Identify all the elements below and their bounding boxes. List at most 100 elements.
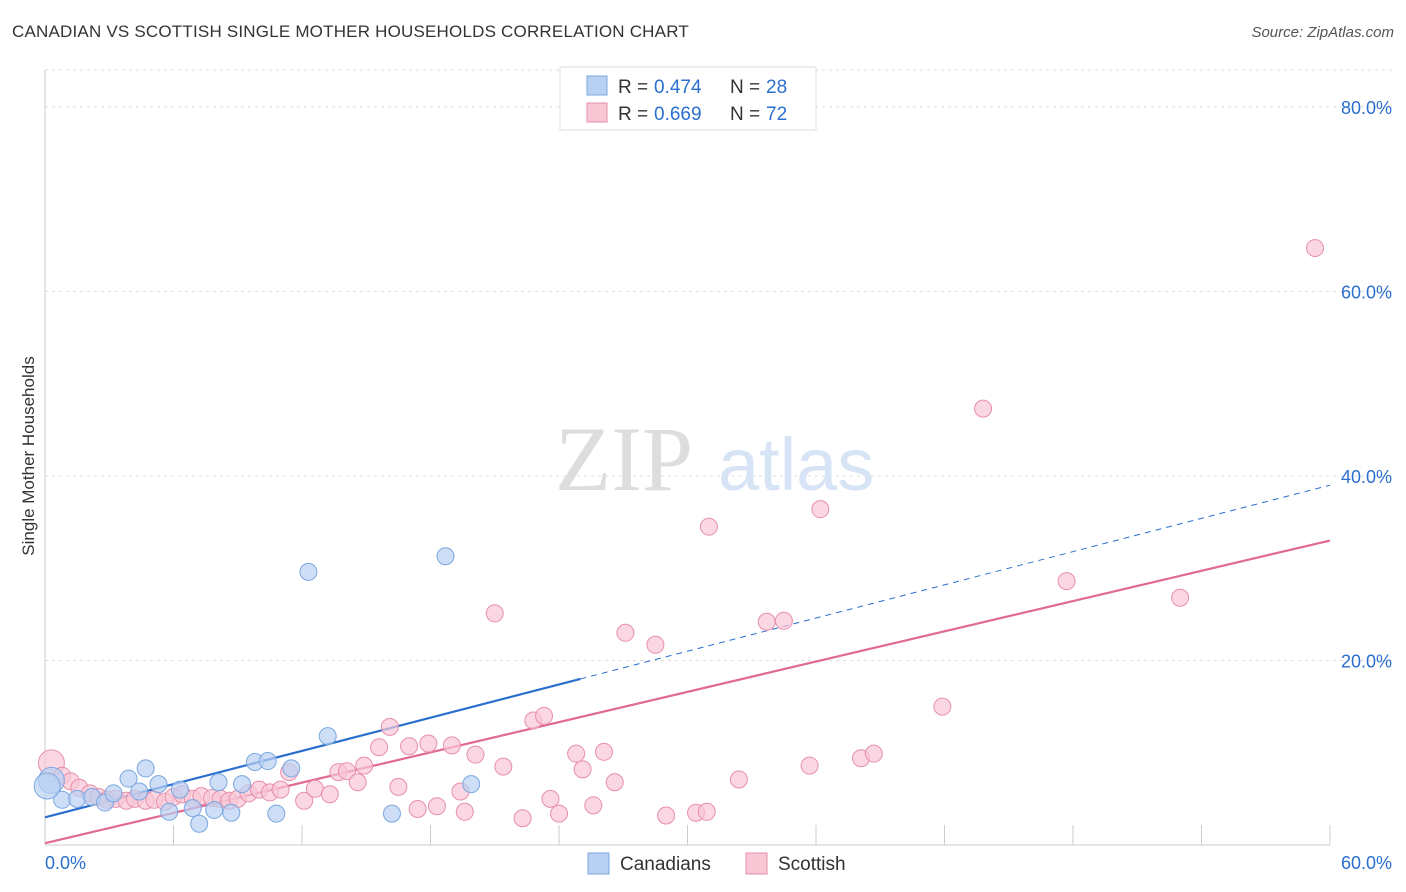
point-canadians-21: [282, 759, 301, 778]
legend-swatch-scottish: [745, 852, 768, 875]
y-tick-label-2: 60.0%: [1341, 282, 1392, 302]
point-canadians-6: [119, 769, 138, 788]
watermark-atlas: atlas: [718, 423, 874, 506]
point-canadians-7: [130, 782, 149, 801]
point-scottish-43: [466, 745, 485, 764]
point-scottish-50: [550, 804, 568, 823]
stats-r-value-canadians: 0.474: [654, 77, 702, 98]
stats-r-label-scottish: R =: [618, 104, 648, 125]
point-scottish-58: [657, 806, 676, 825]
point-scottish-73: [697, 802, 716, 821]
point-scottish-37: [408, 800, 427, 819]
point-scottish-44: [485, 604, 504, 623]
point-scottish-67: [864, 744, 883, 763]
y-tick-label-1: 40.0%: [1341, 467, 1392, 487]
point-canadians-20: [267, 804, 286, 823]
point-scottish-61: [729, 770, 748, 789]
point-canadians-26: [462, 775, 481, 794]
point-scottish-33: [370, 738, 389, 757]
point-canadians-14: [205, 800, 224, 819]
y-tick-label-0: 20.0%: [1341, 651, 1392, 671]
point-scottish-32: [355, 756, 374, 775]
stats-n-value-scottish: 72: [766, 104, 787, 125]
point-canadians-12: [183, 799, 202, 818]
point-scottish-45: [494, 757, 513, 776]
point-scottish-48: [535, 706, 554, 725]
point-scottish-54: [594, 742, 613, 761]
point-canadians-13: [190, 814, 209, 833]
stats-swatch-scottish: [586, 102, 608, 123]
stats-n-label-scottish: N =: [730, 104, 760, 125]
point-canadians-17: [233, 775, 252, 794]
stats-swatch-canadians: [586, 75, 608, 96]
point-scottish-46: [513, 809, 532, 828]
point-canadians-2: [68, 789, 87, 808]
point-scottish-49: [541, 789, 560, 808]
point-scottish-70: [1057, 572, 1076, 591]
point-scottish-71: [1171, 588, 1190, 607]
legend-label-scottish: Scottish: [778, 854, 846, 875]
stats-legend: R = 0.474 N = 28 R = 0.669 N = 72: [559, 66, 817, 131]
point-scottish-39: [427, 797, 446, 816]
point-scottish-34: [380, 717, 399, 736]
point-canadians-19: [258, 752, 277, 771]
point-scottish-30: [337, 762, 356, 781]
point-canadians-15: [209, 773, 228, 792]
point-scottish-36: [400, 737, 419, 756]
point-scottish-52: [573, 760, 592, 779]
point-scottish-53: [584, 796, 603, 815]
point-canadians-24: [382, 804, 401, 823]
point-scottish-72: [1306, 239, 1325, 258]
point-scottish-64: [800, 756, 819, 775]
point-scottish-38: [419, 734, 438, 753]
point-scottish-51: [567, 744, 586, 763]
point-scottish-60: [699, 517, 718, 536]
point-canadians-22: [299, 562, 318, 581]
axes-layer: [44, 70, 1331, 846]
point-scottish-35: [389, 777, 408, 796]
chart-title: CANADIAN VS SCOTTISH SINGLE MOTHER HOUSE…: [12, 22, 689, 41]
point-scottish-69: [974, 399, 993, 418]
point-canadians-16: [222, 803, 241, 822]
point-canadians-23: [318, 727, 337, 746]
point-scottish-55: [605, 773, 624, 792]
point-scottish-63: [774, 611, 793, 630]
legend-swatch-canadians: [587, 852, 610, 875]
ticks-layer: 20.0% 40.0% 60.0% 80.0% 0.0% 60.0%: [45, 98, 1392, 873]
point-canadians-11: [170, 780, 189, 799]
stats-n-value-canadians: 28: [766, 77, 787, 98]
point-scottish-68: [933, 697, 952, 716]
point-canadians-5: [104, 784, 123, 803]
point-canadians-27: [33, 772, 61, 800]
point-scottish-28: [320, 785, 339, 804]
points-layer: [33, 239, 1325, 833]
trendline-extension-canadians: [580, 484, 1331, 680]
source-credit: Source: ZipAtlas.com: [1251, 24, 1394, 41]
watermark: ZIP atlas: [555, 408, 874, 510]
x-tick-label-0: 0.0%: [45, 853, 86, 873]
y-axis-label: Single Mother Households: [19, 356, 38, 555]
grid-layer: [45, 69, 1392, 661]
point-scottish-27: [305, 779, 324, 798]
stats-r-value-scottish: 0.669: [654, 104, 702, 125]
stats-n-label-canadians: N =: [730, 77, 760, 98]
point-scottish-31: [348, 773, 367, 792]
x-tick-label-1: 60.0%: [1341, 853, 1392, 873]
point-canadians-10: [160, 802, 179, 821]
point-canadians-9: [149, 775, 168, 794]
legend-label-canadians: Canadians: [620, 854, 711, 875]
point-scottish-57: [646, 635, 665, 654]
point-scottish-42: [455, 802, 474, 821]
y-tick-label-3: 80.0%: [1341, 98, 1392, 118]
point-scottish-24: [271, 780, 290, 799]
point-scottish-62: [757, 612, 776, 631]
point-scottish-26: [295, 791, 314, 810]
point-canadians-25: [436, 547, 455, 566]
point-scottish-40: [442, 736, 461, 755]
point-canadians-8: [136, 759, 155, 778]
stats-r-label-canadians: R =: [618, 77, 648, 98]
series-legend: Canadians Scottish: [587, 852, 846, 875]
watermark-zip: ZIP: [555, 408, 693, 510]
point-scottish-65: [811, 500, 830, 519]
